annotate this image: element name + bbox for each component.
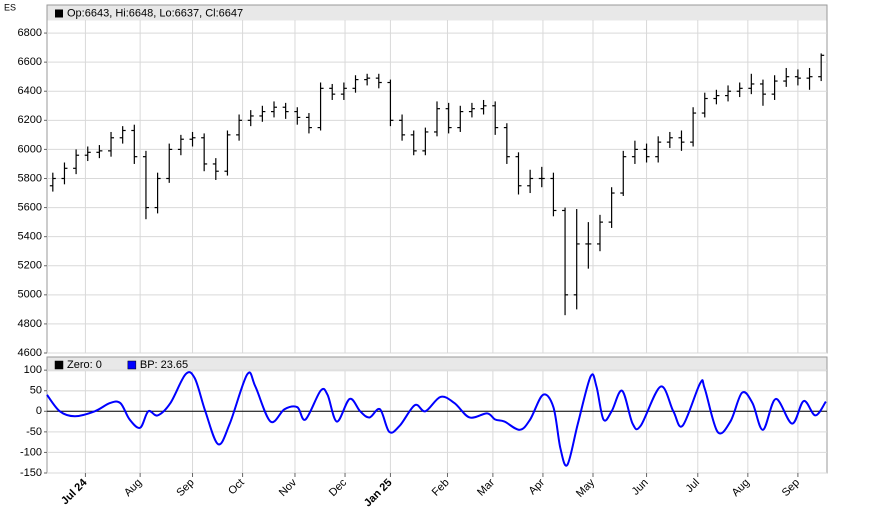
y-tick-label: 4800 (18, 318, 42, 330)
legend-label: BP: 23.65 (140, 359, 188, 371)
x-tick-label: Mar (475, 476, 497, 498)
legend-label: Op:6643, Hi:6648, Lo:6637, Cl:6647 (67, 7, 243, 19)
y-tick-label: 6000 (18, 143, 42, 155)
plot-area (46, 356, 828, 474)
x-tick-label: Aug (122, 477, 144, 499)
x-tick-label: Sep (780, 477, 802, 499)
y-tick-label: 5600 (18, 201, 42, 213)
y-tick-label: -100 (20, 446, 42, 458)
y-tick-label: 5000 (18, 289, 42, 301)
legend-strip (47, 5, 827, 21)
y-tick-label: 5400 (18, 231, 42, 243)
x-tick-label: Jun (630, 477, 651, 498)
y-tick-label: 5800 (18, 172, 42, 184)
x-tick-label: Apr (527, 476, 548, 497)
y-tick-label: 6800 (18, 27, 42, 39)
symbol: ES (4, 2, 16, 12)
legend-swatch (127, 360, 137, 370)
y-tick-label: 6400 (18, 85, 42, 97)
y-tick-label: 6600 (18, 56, 42, 68)
x-tick-label: Feb (430, 477, 452, 499)
y-tick-label: 50 (30, 385, 42, 397)
y-tick-label: 0 (36, 405, 42, 417)
legend-swatch (54, 360, 64, 370)
x-tick-label: Jan 25 (362, 477, 395, 510)
y-tick-label: 6200 (18, 114, 42, 126)
y-tick-label: 100 (24, 364, 42, 376)
x-tick-label: Dec (327, 476, 350, 499)
x-tick-label: Oct (226, 477, 247, 498)
legend-strip (47, 357, 827, 372)
legend-label: Zero: 0 (67, 359, 102, 371)
x-tick-label: Jul (684, 477, 702, 495)
y-tick-label: -150 (20, 467, 42, 479)
x-tick-label: Jul 24 (59, 476, 90, 507)
x-tick-label: Sep (174, 477, 196, 499)
y-tick-label: -50 (26, 426, 42, 438)
y-tick-label: 5200 (18, 260, 42, 272)
x-tick-label: Nov (277, 476, 300, 499)
x-tick-label: May (574, 476, 598, 500)
x-tick-label: Aug (730, 477, 752, 499)
series-line (46, 371, 827, 467)
y-tick-label: 4600 (18, 347, 42, 359)
legend-swatch (55, 9, 63, 18)
plot-area (46, 4, 828, 354)
